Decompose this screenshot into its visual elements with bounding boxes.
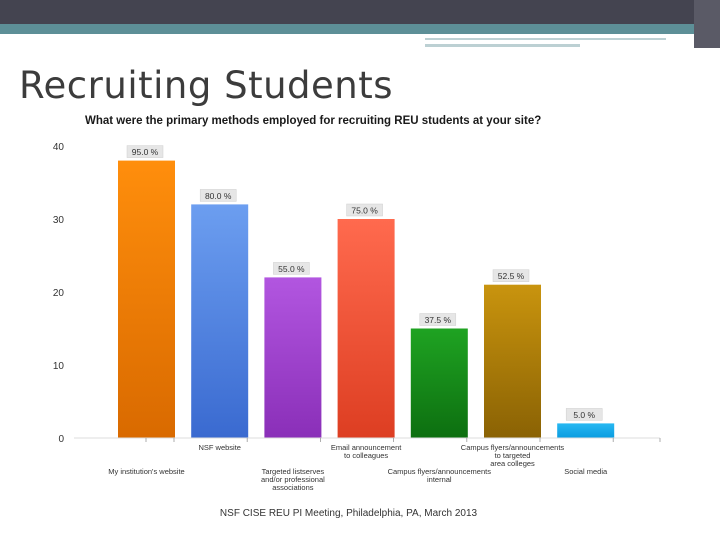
slide-accent-line xyxy=(425,38,666,40)
slide-accent-line-short xyxy=(425,44,580,47)
x-category-label: Campus flyers/announcements to targeted ar… xyxy=(461,443,565,468)
data-label: 75.0 % xyxy=(351,206,378,216)
bars-group: 95.0 % 80.0 % 55.0 % 75.0 % 37.5 % 52.5 % 5.0 … xyxy=(118,145,615,438)
x-category-label: Targeted listserves and/or professional as… xyxy=(261,467,325,492)
x-category-label: My institution's website xyxy=(108,467,184,476)
data-label-box xyxy=(346,203,383,217)
y-axis: 0 10 20 30 40 xyxy=(53,142,65,445)
slide-title: Recruiting Students xyxy=(19,64,394,107)
y-tick-label: 10 xyxy=(53,361,65,372)
slide-footer: NSF CISE REU PI Meeting, Philadelphia, P… xyxy=(219,508,478,519)
data-label-box xyxy=(199,189,237,202)
bar xyxy=(264,277,322,438)
data-label-box xyxy=(492,269,530,282)
data-label-box xyxy=(126,145,164,158)
x-axis: My institution's website NSF website Targe… xyxy=(74,437,661,492)
bar xyxy=(484,284,541,438)
bar xyxy=(118,160,175,438)
data-label-box xyxy=(419,313,457,326)
chart-title: What were the primary methods employed f… xyxy=(85,115,541,127)
slide-accent-band xyxy=(0,24,694,34)
x-category-label: Campus flyers/announcements internal xyxy=(388,467,492,484)
bar-chart: What were the primary methods employed f… xyxy=(53,115,661,492)
slide-top-bar-corner xyxy=(694,0,720,48)
slide-top-bar xyxy=(0,0,720,24)
x-category-label: NSF website xyxy=(198,443,241,452)
data-label: 80.0 % xyxy=(205,191,232,201)
bar xyxy=(337,219,395,438)
y-tick-label: 30 xyxy=(53,215,65,226)
bar xyxy=(557,423,615,438)
bar xyxy=(191,204,249,438)
x-category-label: Email announcement to colleagues xyxy=(331,443,402,460)
data-label-box xyxy=(273,262,310,275)
data-label-box xyxy=(565,408,603,421)
x-category-label: Social media xyxy=(564,467,608,476)
y-tick-label: 40 xyxy=(53,142,65,153)
y-tick-label: 20 xyxy=(53,288,65,299)
data-label: 5.0 % xyxy=(573,410,595,420)
y-tick-label: 0 xyxy=(58,434,64,445)
data-label: 52.5 % xyxy=(498,271,525,281)
bar xyxy=(410,328,468,438)
data-label: 37.5 % xyxy=(425,315,452,325)
data-label: 55.0 % xyxy=(278,264,305,274)
data-label: 95.0 % xyxy=(132,147,159,157)
